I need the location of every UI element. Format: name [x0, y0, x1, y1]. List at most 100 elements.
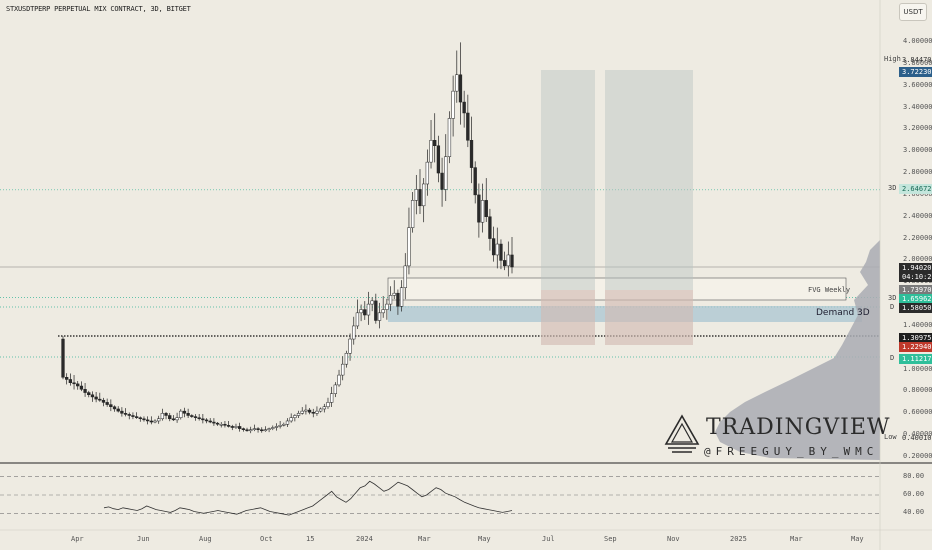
- level-d-low-label: D: [890, 354, 895, 362]
- candle-body: [326, 402, 330, 408]
- candle-body: [318, 408, 323, 412]
- candle-body: [396, 292, 400, 307]
- candle-body: [458, 74, 463, 103]
- candle-body: [76, 383, 80, 387]
- candle-body: [440, 172, 444, 190]
- candle-body: [175, 417, 179, 421]
- candle-body: [333, 384, 337, 394]
- candle-body: [473, 167, 477, 196]
- candle-body: [127, 414, 131, 416]
- candle-body: [289, 417, 293, 422]
- high-label: High: [884, 55, 901, 63]
- candle-body: [469, 140, 474, 168]
- candle-body: [145, 419, 150, 422]
- candle-body: [410, 200, 415, 228]
- candle-body: [322, 406, 326, 410]
- candle-body: [256, 428, 260, 430]
- rsi-line: [103, 480, 513, 516]
- candle-body: [300, 410, 304, 414]
- red-level-badge: 1.22940: [899, 342, 932, 352]
- price-tick-label: 0.20000: [903, 452, 932, 460]
- candle-body: [370, 300, 374, 305]
- candle-body: [101, 399, 106, 403]
- candle-body: [134, 416, 139, 418]
- candle-body: [352, 325, 356, 340]
- candle-body: [422, 183, 426, 207]
- candle-body: [142, 418, 146, 421]
- candle-body: [502, 260, 507, 267]
- candle-body: [72, 382, 76, 385]
- time-tick-label: 2025: [730, 535, 747, 543]
- candle-body: [399, 287, 404, 307]
- candle-body: [123, 413, 128, 415]
- candle-body: [506, 254, 510, 267]
- candle-body: [79, 385, 84, 390]
- candle-body: [109, 404, 113, 408]
- candle-body: [304, 409, 308, 412]
- candle-body: [252, 428, 257, 430]
- candle-body: [193, 416, 198, 418]
- time-tick-label: Jun: [137, 535, 150, 543]
- rsi-tick-label: 80.00: [903, 471, 925, 480]
- candle-body: [510, 254, 514, 268]
- tradingview-watermark: TRADINGVIEW: [706, 415, 891, 440]
- black-level-badge: 1.30975: [899, 333, 932, 343]
- candle-body: [330, 393, 334, 403]
- candle-body: [355, 312, 360, 327]
- candle-body: [271, 427, 275, 429]
- candle-body: [359, 309, 363, 314]
- candle-body: [61, 338, 65, 378]
- candle-body: [495, 243, 499, 256]
- candle-body: [392, 292, 396, 296]
- candle-body: [307, 409, 312, 413]
- time-tick-label: Sep: [604, 535, 617, 543]
- candle-body: [366, 303, 371, 316]
- currency-button[interactable]: USDT: [899, 3, 927, 21]
- dotted-level-lines: [0, 189, 880, 358]
- candle-body: [429, 140, 433, 163]
- candle-body: [418, 189, 422, 207]
- zones: [387, 70, 862, 345]
- price-tick-label: 2.00000: [903, 255, 932, 264]
- level-3d-mid-badge: 1.65962: [899, 294, 932, 304]
- projection-red-zone-1: [541, 290, 595, 345]
- candle-body: [282, 423, 286, 426]
- candle-body: [120, 410, 124, 414]
- candle-body: [484, 200, 488, 217]
- chart-title: STXUSDTPERP PERPETUAL MIX CONTRACT, 3D, …: [6, 5, 191, 13]
- candle-body: [223, 423, 227, 426]
- price-tick-label: 0.80000: [903, 386, 932, 395]
- candle-body: [160, 413, 165, 420]
- candle-body: [171, 418, 176, 421]
- candle-body: [444, 156, 448, 190]
- tradingview-logo-icon: [664, 414, 700, 453]
- volume-profile: [715, 240, 880, 460]
- candle-body: [234, 426, 238, 428]
- level-d-mid-badge: 1.58050: [899, 303, 932, 313]
- candle-body: [197, 417, 201, 420]
- candle-body: [190, 415, 194, 417]
- candle-body: [491, 238, 496, 256]
- price-tick-label: 0.40000: [903, 430, 932, 439]
- demand-3d-zone: [388, 306, 862, 322]
- time-tick-label: Mar: [418, 535, 431, 543]
- time-tick-label: Jul: [542, 535, 555, 543]
- candle-body: [377, 312, 382, 321]
- price-tick-label: 3.80000: [903, 58, 932, 67]
- author-handle: @FREEGUY_BY_WMC: [704, 445, 879, 458]
- time-tick-label: Mar: [790, 535, 803, 543]
- candle-body: [186, 413, 190, 416]
- projection-zone-1: [541, 70, 595, 345]
- candle-body: [179, 410, 183, 418]
- candle-body: [274, 426, 279, 428]
- candle-body: [480, 200, 485, 223]
- candle-body: [98, 398, 102, 401]
- candle-body: [249, 429, 253, 432]
- candle-body: [105, 402, 109, 405]
- candle-body: [238, 426, 242, 429]
- candle-body: [403, 265, 407, 288]
- candle-body: [260, 429, 264, 432]
- candle-body: [241, 428, 245, 430]
- price-tick-label: 2.40000: [903, 211, 932, 220]
- candle-body: [208, 420, 212, 423]
